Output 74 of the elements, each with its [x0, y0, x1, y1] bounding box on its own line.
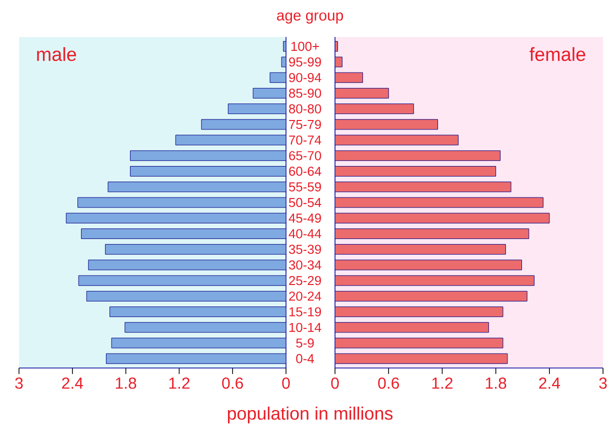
y-tick-label: 100+: [291, 42, 319, 51]
bar: [335, 182, 512, 192]
y-tick-label: 0-4: [296, 354, 314, 364]
y-tick-label: 25-29: [289, 276, 321, 286]
bar: [335, 88, 389, 98]
bar: [252, 88, 286, 98]
bar: [335, 353, 508, 364]
bar: [105, 244, 286, 255]
bar: [335, 338, 504, 348]
x-tick-label: 0: [331, 378, 339, 389]
bar: [335, 197, 544, 208]
bar: [106, 353, 286, 364]
x-tick-label: 1.8: [116, 378, 136, 389]
y-axis-title: age group: [276, 12, 344, 24]
x-tick-label: 3: [15, 378, 23, 389]
bar: [335, 41, 338, 52]
x-tick-label: 2.4: [539, 378, 560, 389]
y-tick-label: 75-79: [289, 120, 321, 130]
bar: [86, 290, 286, 302]
bar: [335, 56, 342, 68]
bar: [108, 182, 286, 192]
bar: [111, 338, 286, 348]
y-tick-label: 85-90: [289, 88, 322, 98]
bar: [228, 104, 286, 114]
y-tick-label: 40-44: [288, 229, 322, 238]
bar: [335, 72, 363, 83]
bar: [78, 275, 286, 286]
y-tick-label: 30-34: [288, 260, 322, 270]
x-tick-label: 0.6: [222, 378, 243, 389]
x-tick-label: 1.8: [486, 378, 506, 389]
bar: [110, 306, 286, 318]
bar: [335, 134, 459, 146]
bar: [81, 228, 286, 239]
bar: [124, 322, 286, 333]
chart-title: female: [530, 47, 586, 62]
bar: [335, 290, 528, 302]
bar: [335, 166, 496, 177]
x-tick-label: 2.4: [62, 378, 84, 389]
y-tick-label: 65-70: [289, 151, 322, 160]
x-tick-label: 0: [282, 378, 290, 389]
bar: [335, 150, 501, 161]
y-tick-label: 60-64: [289, 166, 322, 176]
bar: [335, 119, 438, 130]
y-tick-label: 35-39: [288, 244, 321, 254]
bar: [335, 228, 530, 239]
bar: [335, 322, 489, 333]
x-tick-label: 3: [599, 378, 607, 389]
y-tick-label: 20-24: [289, 292, 322, 301]
bar: [130, 150, 286, 161]
y-tick-label: 50-54: [288, 198, 322, 208]
y-tick-label: 15-19: [289, 307, 321, 316]
bar: [130, 166, 286, 177]
bar: [77, 197, 286, 208]
bar: [66, 212, 286, 224]
y-tick-label: 70-74: [289, 135, 322, 145]
bar: [335, 275, 534, 286]
y-tick-label: 45-49: [288, 214, 321, 223]
x-axis-title: population in millions: [228, 406, 393, 424]
x-tick-label: 1.2: [432, 378, 452, 389]
y-tick-label: 55-59: [288, 182, 321, 192]
bar: [335, 306, 504, 318]
bar: [335, 104, 414, 114]
x-tick-label: 1.2: [169, 378, 190, 389]
y-tick-label: 90-94: [289, 73, 322, 82]
bar: [335, 212, 550, 224]
y-tick-label: 10-14: [289, 322, 322, 332]
y-tick-label: 95-99: [289, 57, 321, 67]
bar: [335, 260, 522, 270]
bar: [335, 244, 506, 255]
y-tick-label: 5-9: [296, 338, 314, 348]
bar: [88, 260, 286, 270]
x-tick-label: 0.6: [378, 378, 399, 389]
chart-title: male: [37, 47, 76, 62]
y-tick-label: 80-80: [289, 104, 322, 114]
